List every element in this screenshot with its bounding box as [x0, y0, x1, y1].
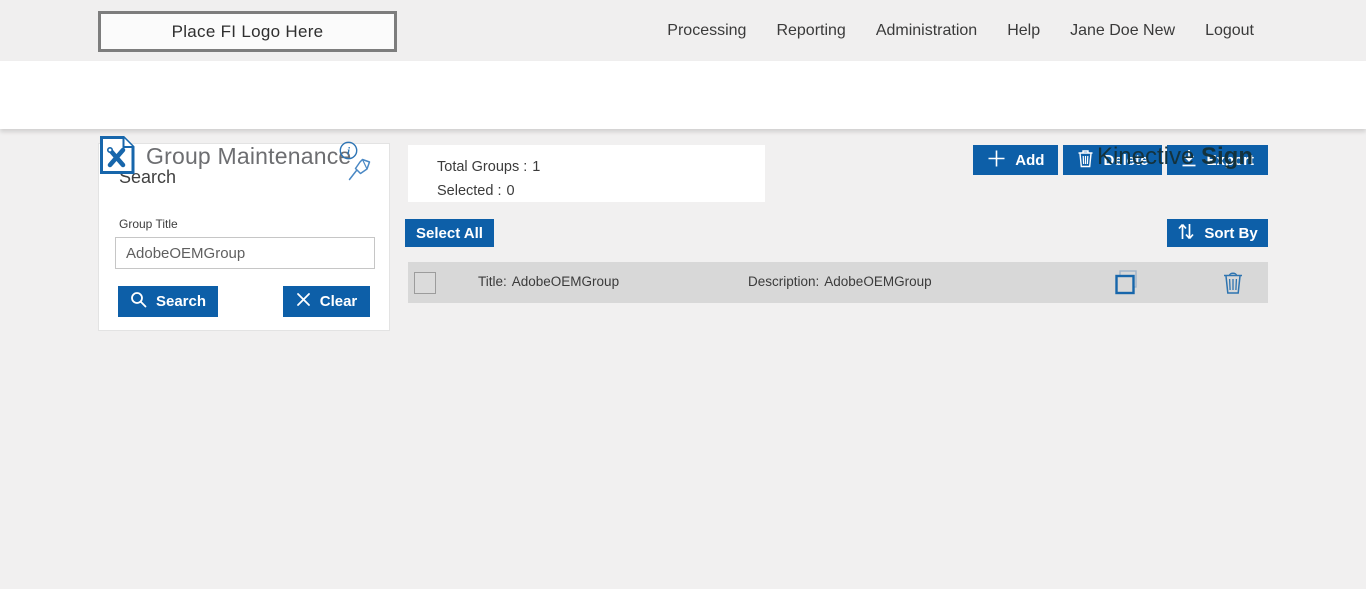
- total-groups-label: Total Groups :: [437, 159, 528, 175]
- info-icon[interactable]: i: [339, 141, 358, 160]
- nav-item-processing[interactable]: Processing: [667, 21, 747, 39]
- search-icon: [130, 291, 147, 312]
- group-description-field-label: Description:: [748, 274, 820, 289]
- delete-button[interactable]: Delete: [1063, 145, 1163, 175]
- svg-text:i: i: [347, 146, 351, 158]
- clear-button[interactable]: Clear: [283, 286, 370, 317]
- export-button[interactable]: Export: [1167, 145, 1268, 175]
- fi-logo-text: Place FI Logo Here: [171, 21, 324, 41]
- content-area: Search Group Title Search: [0, 129, 1366, 589]
- nav-item-logout[interactable]: Logout: [1205, 21, 1254, 39]
- group-row-title: Title: AdobeOEMGroup: [478, 274, 619, 289]
- page-title: Group Maintenance: [146, 143, 352, 169]
- pin-icon[interactable]: [347, 156, 373, 182]
- group-title-field-value: AdobeOEMGroup: [511, 274, 620, 289]
- sort-by-button[interactable]: Sort By: [1167, 219, 1268, 247]
- top-bar: Place FI Logo Here Processing Reporting …: [0, 0, 1366, 61]
- selected-label: Selected :: [437, 183, 502, 199]
- selected-value: 0: [506, 183, 515, 199]
- group-description-field-value: AdobeOEMGroup: [824, 274, 932, 289]
- group-title-field-label: Title:: [478, 274, 507, 289]
- plus-icon: [987, 149, 1006, 172]
- select-all-button-label: Select All: [416, 224, 483, 242]
- sort-by-button-label: Sort By: [1204, 224, 1258, 242]
- page-header: Group Maintenance i Kinective Sign: [0, 61, 1366, 174]
- nav-item-help[interactable]: Help: [1007, 21, 1041, 39]
- total-groups-line: Total Groups :1: [437, 155, 765, 179]
- add-button-label: Add: [1015, 151, 1045, 169]
- summary-box: Total Groups :1 Selected :0: [408, 145, 765, 202]
- group-row-description: Description: AdobeOEMGroup: [748, 274, 932, 289]
- brand-second: Sign: [1201, 143, 1253, 170]
- search-button-label: Search: [155, 293, 207, 310]
- clear-button-label: Clear: [319, 293, 358, 310]
- group-title-label: Group Title: [119, 217, 178, 231]
- nav-item-user[interactable]: Jane Doe New: [1070, 21, 1176, 39]
- download-icon: [1181, 149, 1197, 171]
- add-button[interactable]: Add: [973, 145, 1059, 175]
- group-row[interactable]: Title: AdobeOEMGroup Description: AdobeOEM…: [408, 262, 1268, 303]
- total-groups-value: 1: [532, 159, 541, 175]
- brand-logo: Kinective Sign: [1097, 143, 1253, 171]
- close-icon: [296, 292, 311, 311]
- export-button-label: Export: [1206, 151, 1254, 169]
- group-title-input[interactable]: [115, 237, 375, 269]
- trash-icon: [1077, 149, 1094, 172]
- brand-first: Kinective: [1096, 143, 1195, 170]
- nav-item-reporting[interactable]: Reporting: [776, 21, 846, 39]
- main-nav: Processing Reporting Administration Help…: [667, 0, 1254, 61]
- group-row-checkbox[interactable]: [414, 272, 436, 294]
- group-actions: Add Delete: [973, 145, 1268, 175]
- search-button[interactable]: Search: [118, 286, 218, 317]
- select-all-button[interactable]: Select All: [405, 219, 494, 247]
- delete-button-label: Delete: [1103, 151, 1149, 169]
- group-maintenance-icon: [99, 135, 136, 175]
- row-delete-icon[interactable]: [1222, 270, 1244, 295]
- selected-line: Selected :0: [437, 179, 765, 203]
- nav-item-administration[interactable]: Administration: [875, 21, 978, 39]
- search-panel: Search Group Title Search: [98, 143, 390, 331]
- sort-arrows-icon: [1177, 222, 1195, 245]
- copy-icon[interactable]: [1115, 270, 1140, 295]
- fi-logo-placeholder: Place FI Logo Here: [98, 11, 397, 52]
